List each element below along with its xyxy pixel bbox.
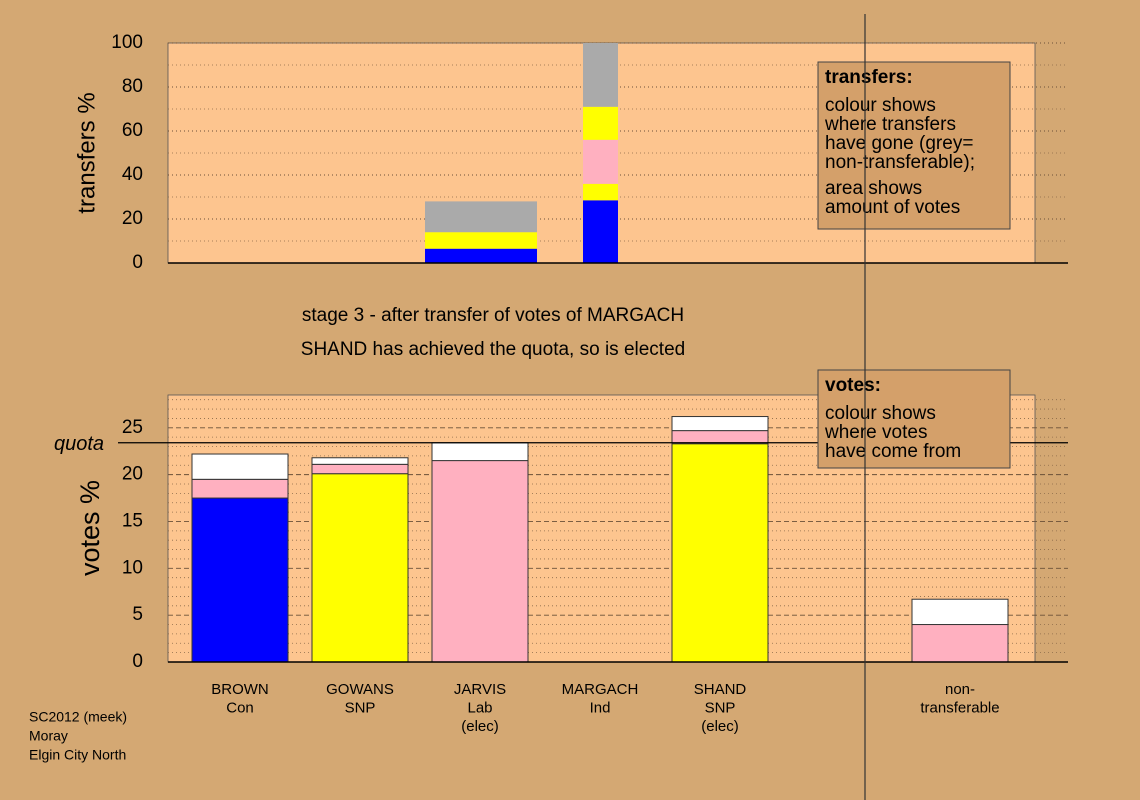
bar-segment: [583, 183, 618, 201]
x-tick-label: SNP: [345, 699, 376, 716]
footer-line: Elgin City North: [29, 747, 126, 763]
note-line: colour shows: [825, 95, 936, 116]
bar-segment: [583, 43, 618, 107]
x-tick-label: SHAND: [694, 681, 747, 698]
bar-segment: [671, 443, 769, 663]
y-tick-label: 20: [122, 464, 143, 485]
y-tick-label: 25: [122, 417, 143, 438]
footer-line: Moray: [29, 728, 68, 744]
bar-segment: [311, 473, 409, 663]
note-line: amount of votes: [825, 197, 960, 218]
y-axis-label: transfers %: [73, 92, 100, 213]
bar-segment: [311, 463, 409, 475]
x-tick-label: non-: [945, 681, 975, 698]
y-tick-label: 100: [111, 32, 143, 53]
note-line: where transfers: [824, 114, 956, 135]
bar-segment: [583, 139, 618, 184]
x-tick-label: (elec): [461, 718, 499, 735]
x-tick-label: Lab: [467, 699, 492, 716]
x-tick-label: BROWN: [211, 681, 269, 698]
y-tick-label: 10: [122, 557, 143, 578]
bar-segment: [425, 232, 537, 249]
x-tick-label: Con: [226, 699, 254, 716]
quota-label: quota: [54, 433, 104, 455]
chart-title: SHAND has achieved the quota, so is elec…: [301, 339, 685, 360]
y-tick-label: 40: [122, 164, 143, 185]
x-tick-label: transferable: [920, 699, 999, 716]
note-box: [817, 369, 1011, 469]
x-tick-label: GOWANS: [326, 681, 394, 698]
y-tick-label: 0: [132, 651, 143, 672]
y-tick-label: 60: [122, 120, 143, 141]
bar-segment: [671, 416, 769, 432]
note-title: votes:: [825, 375, 881, 396]
bar-segment: [431, 460, 529, 663]
bar-segment: [191, 497, 289, 663]
note-title: transfers:: [825, 67, 913, 88]
x-tick-label: (elec): [701, 718, 739, 735]
y-axis-label: votes %: [75, 480, 105, 576]
chart-title: stage 3 - after transfer of votes of MAR…: [302, 305, 684, 326]
bar-segment: [583, 200, 618, 263]
footer-line: SC2012 (meek): [29, 709, 127, 725]
y-tick-label: 80: [122, 76, 143, 97]
bar-segment: [425, 201, 537, 233]
y-tick-label: 15: [122, 510, 143, 531]
y-tick-label: 5: [132, 604, 143, 625]
bar-segment: [191, 453, 289, 480]
bar-segment: [911, 598, 1009, 626]
y-tick-label: 20: [122, 208, 143, 229]
note-line: area shows: [825, 178, 922, 199]
note-line: have gone (grey=: [825, 133, 973, 154]
x-tick-label: MARGACH: [562, 681, 639, 698]
x-tick-label: JARVIS: [454, 681, 506, 698]
x-tick-label: Ind: [590, 699, 611, 716]
bar-segment: [425, 248, 537, 263]
y-tick-label: 0: [132, 252, 143, 273]
note-line: have come from: [825, 441, 961, 462]
bar-segment: [431, 442, 529, 462]
note-line: where votes: [824, 422, 927, 443]
bar-segment: [911, 624, 1009, 663]
note-line: colour shows: [825, 403, 936, 424]
bar-segment: [583, 106, 618, 140]
note-box: [817, 61, 1011, 230]
note-line: non-transferable);: [825, 152, 975, 173]
bar-segment: [191, 478, 289, 499]
x-tick-label: SNP: [705, 699, 736, 716]
bar-segment: [671, 430, 769, 445]
bar-segment: [311, 457, 409, 465]
